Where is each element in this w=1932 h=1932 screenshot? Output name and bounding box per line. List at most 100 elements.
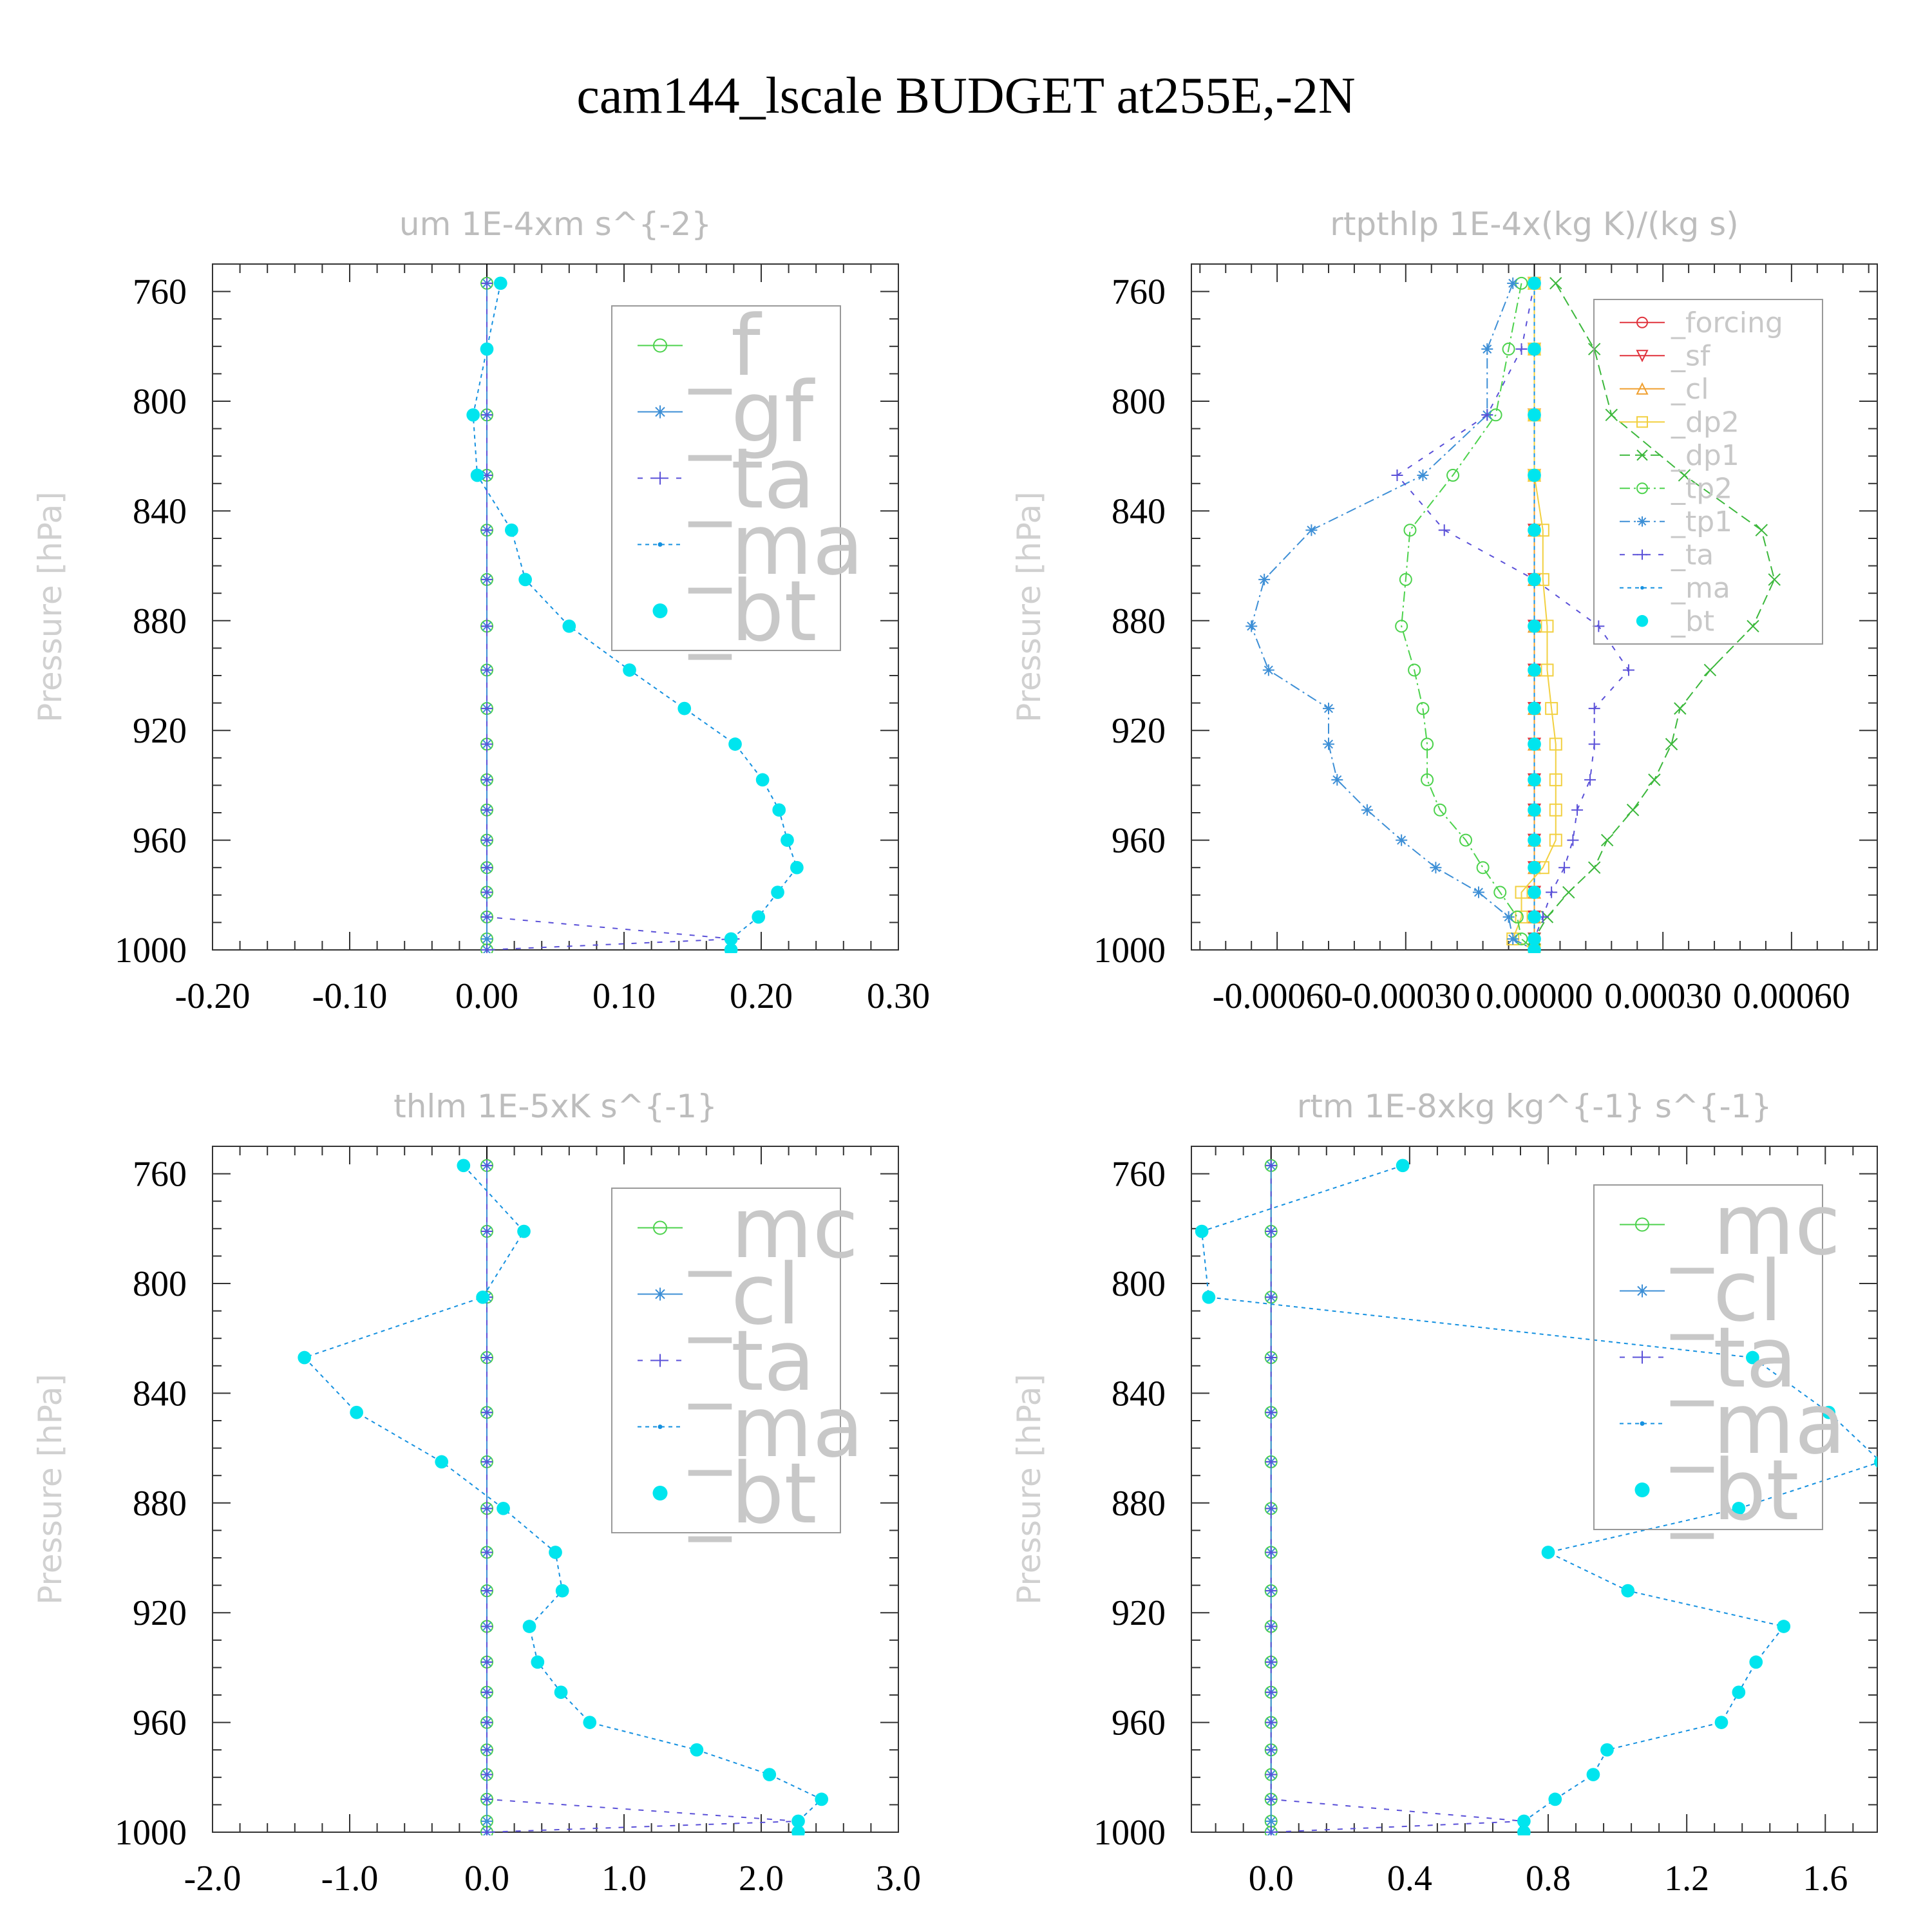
marker-filled-circle — [1749, 1655, 1763, 1669]
marker-filled-circle — [466, 408, 480, 422]
x-tick-label: 0.00000 — [1476, 976, 1593, 1016]
marker-x — [1678, 469, 1691, 482]
marker — [1548, 1792, 1562, 1806]
marker — [583, 1716, 597, 1729]
marker — [724, 932, 738, 946]
marker-x — [1648, 773, 1661, 786]
marker — [1584, 773, 1596, 786]
x-tick-label: -0.00060 — [1213, 976, 1342, 1016]
marker — [1549, 803, 1562, 817]
y-tick-label: 760 — [1112, 272, 1166, 312]
x-tick-label: 0.20 — [730, 976, 793, 1016]
marker — [1417, 469, 1429, 482]
marker — [658, 1425, 663, 1429]
marker-filled-circle — [755, 773, 770, 787]
legend-label: _tp2 — [1671, 473, 1732, 506]
marker — [481, 944, 493, 953]
legend-label: _ma — [688, 496, 864, 594]
marker-plus — [1438, 524, 1450, 536]
marker-plus — [481, 773, 493, 786]
marker-plus — [481, 1352, 493, 1364]
marker — [1747, 620, 1759, 633]
marker — [1528, 342, 1541, 356]
marker — [1528, 573, 1541, 587]
marker-circle — [653, 1220, 667, 1235]
marker — [1430, 862, 1442, 874]
y-axis-label: Pressure [hPa] — [32, 491, 69, 723]
y-tick-label: 960 — [1112, 821, 1166, 861]
legend-label: _bt — [688, 562, 817, 660]
marker-filled-circle — [493, 276, 507, 290]
marker — [1515, 910, 1528, 923]
marker — [1640, 1421, 1645, 1426]
marker-filled-circle — [562, 619, 576, 633]
marker — [1434, 803, 1447, 817]
plot-frame — [212, 263, 899, 951]
marker-filled-circle — [1634, 1482, 1650, 1497]
marker — [1636, 416, 1648, 428]
x-tick-label: 0.4 — [1387, 1859, 1432, 1899]
marker — [350, 1405, 364, 1419]
marker-filled-circle — [652, 603, 668, 618]
legend: _mc_cl_ta_ma_bt — [611, 1179, 864, 1542]
marker — [1361, 804, 1373, 816]
legend-label: _ta — [1670, 1309, 1797, 1406]
legend-label: _mc — [688, 1179, 858, 1277]
marker — [1674, 702, 1687, 715]
marker — [481, 1352, 493, 1364]
marker-plus — [1636, 1350, 1649, 1364]
marker — [457, 1159, 471, 1173]
marker — [481, 834, 493, 846]
marker-star — [481, 933, 493, 945]
marker — [1265, 1226, 1277, 1238]
marker — [1588, 703, 1600, 715]
marker-x — [1768, 573, 1781, 586]
marker-plus — [1593, 620, 1605, 632]
series-line — [1251, 283, 1535, 951]
legend-label: _f — [688, 297, 762, 395]
marker-triangle-down — [1636, 350, 1649, 363]
y-tick-label: 840 — [1112, 1374, 1166, 1414]
marker — [1678, 469, 1691, 482]
marker-star — [1323, 738, 1334, 750]
marker-filled-circle — [1195, 1224, 1209, 1238]
marker-filled-circle — [762, 1768, 777, 1781]
marker — [531, 1655, 545, 1669]
marker — [1540, 663, 1554, 677]
marker — [504, 523, 518, 537]
marker-star — [1417, 469, 1429, 482]
x-tick-label: 0.10 — [592, 976, 656, 1016]
legend-label: _dp2 — [1671, 406, 1739, 439]
marker — [1703, 663, 1717, 677]
marker — [652, 1486, 668, 1501]
marker-plus — [1265, 1159, 1277, 1171]
marker — [772, 803, 786, 817]
marker-dot — [1879, 1460, 1882, 1464]
marker — [1732, 1685, 1746, 1700]
marker — [435, 1455, 449, 1469]
marker-square — [1545, 702, 1558, 715]
x-tick-label: 0.8 — [1526, 1859, 1571, 1899]
marker — [562, 619, 576, 633]
marker-plus — [481, 886, 493, 898]
marker-filled-circle — [583, 1716, 597, 1729]
marker-plus — [1265, 1716, 1277, 1728]
marker-plus — [1391, 469, 1403, 482]
marker-plus — [1265, 1546, 1277, 1558]
marker-plus — [481, 703, 493, 715]
marker — [1636, 450, 1648, 461]
marker-filled-circle — [1517, 1814, 1531, 1828]
marker — [1265, 1502, 1277, 1515]
y-tick-label: 1000 — [1094, 931, 1166, 971]
marker-filled-circle — [1528, 932, 1541, 946]
marker — [481, 773, 493, 786]
marker-plus — [1588, 738, 1600, 750]
marker — [677, 701, 692, 715]
marker-circle — [653, 338, 667, 353]
marker-filled-circle — [1636, 615, 1649, 627]
marker-circle — [1635, 1217, 1649, 1232]
legend-box — [1593, 299, 1823, 645]
legend: _forcing_sf_cl_dp2_dp1_tp2_tp1_ta_ma_bt — [1593, 299, 1823, 645]
marker — [1621, 1584, 1635, 1598]
